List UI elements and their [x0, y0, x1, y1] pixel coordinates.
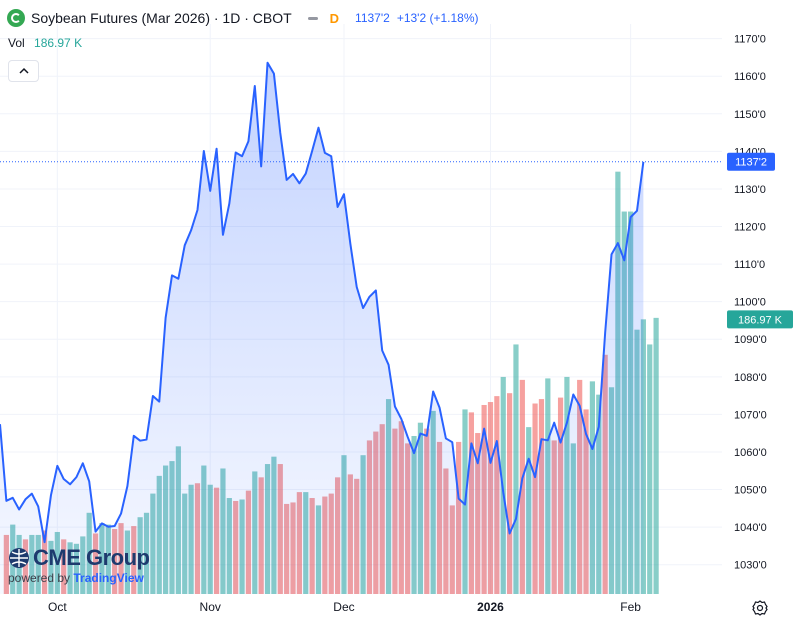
y-tick-label: 1170'0 — [734, 34, 766, 46]
last-price-tag-text: 1137'2 — [735, 157, 767, 169]
price-line — [0, 61, 645, 544]
volume-tag-text: 186.97 K — [738, 314, 783, 326]
x-tick-label: Feb — [620, 600, 641, 614]
chevron-up-icon — [18, 67, 29, 74]
y-tick-label: 1160'0 — [734, 71, 766, 83]
volume-value: 186.97 K — [34, 36, 83, 50]
x-axis[interactable]: Oct Nov Dec 2026 Feb — [48, 600, 641, 614]
y-tick-label: 1070'0 — [734, 409, 767, 421]
volume-bar — [647, 344, 653, 594]
volume-legend: Vol 186.97 K — [8, 36, 82, 50]
y-axis[interactable]: 1170'01160'01150'01140'01130'01120'01110… — [734, 34, 767, 572]
y-tick-label: 1080'0 — [734, 372, 767, 384]
minus-icon — [307, 16, 318, 20]
collapse-legend-button[interactable] — [8, 60, 39, 82]
cme-logo-text: CME Group — [33, 545, 150, 570]
axis-value-labels: 1137'2 186.97 K — [727, 152, 793, 329]
chart-header: Soybean Futures (Mar 2026) · 1D · CBOT D… — [7, 8, 479, 28]
volume-bar — [507, 393, 513, 594]
last-price: 1137'2 — [355, 11, 390, 25]
y-tick-label: 1060'0 — [734, 447, 767, 459]
y-tick-label: 1150'0 — [734, 109, 766, 121]
y-tick-label: 1100'0 — [734, 297, 766, 309]
volume-label: Vol — [8, 36, 25, 50]
symbol-logo-icon[interactable] — [7, 9, 25, 27]
volume-tag — [727, 310, 793, 329]
cme-branding[interactable]: CME Group powered by TradingView — [8, 545, 150, 585]
powered-by: powered by TradingView — [8, 571, 150, 585]
x-tick-label: Dec — [333, 600, 354, 614]
cme-globe-icon — [9, 548, 29, 568]
delayed-flag[interactable]: D — [329, 10, 340, 26]
settings-gear-icon[interactable] — [752, 600, 768, 616]
y-tick-label: 1090'0 — [734, 334, 767, 346]
y-tick-label: 1030'0 — [734, 560, 767, 572]
x-tick-label: Nov — [200, 600, 221, 614]
y-tick-label: 1120'0 — [734, 222, 766, 234]
price-change: +13'2 (+1.18%) — [396, 11, 479, 25]
last-price-tag — [727, 152, 775, 171]
symbol-title[interactable]: Soybean Futures (Mar 2026) · 1D · CBOT — [31, 10, 292, 26]
volume-bar — [513, 344, 519, 594]
y-tick-label: 1040'0 — [734, 522, 767, 534]
y-tick-label: 1130'0 — [734, 184, 766, 196]
y-tick-label: 1050'0 — [734, 485, 767, 497]
price-area-fill — [0, 62, 644, 594]
volume-bar — [653, 317, 659, 594]
tradingview-brand: TradingView — [73, 571, 144, 585]
y-tick-label: 1110'0 — [734, 259, 765, 271]
powered-by-prefix: powered by — [8, 571, 74, 585]
x-tick-label: 2026 — [477, 600, 504, 614]
x-tick-label: Oct — [48, 600, 67, 614]
